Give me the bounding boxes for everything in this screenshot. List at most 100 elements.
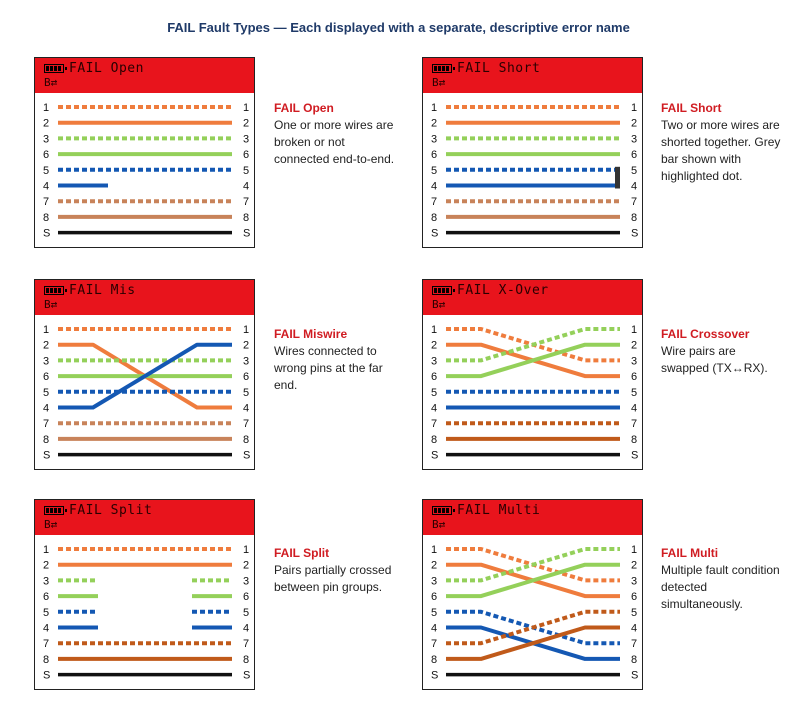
fault-text: One or more wires are broken or not conn… <box>274 118 395 166</box>
pin-label-left: 1 <box>43 102 49 114</box>
pin-label-right: 4 <box>243 181 249 193</box>
pin-label-right: 7 <box>243 196 249 208</box>
panel-header-sub: B⇄ <box>432 298 446 311</box>
pin-label-right: 2 <box>243 560 249 572</box>
pin-label-left: S <box>431 228 438 240</box>
pin-label-right: 5 <box>243 607 249 619</box>
wire-4 <box>58 342 232 410</box>
pin-label-left: S <box>43 228 50 240</box>
pin-label-left: 5 <box>431 607 437 619</box>
pin-label-left: 3 <box>431 575 437 587</box>
panel-multi-description: FAIL Multi Multiple fault condition dete… <box>661 545 786 613</box>
pin-label-left: 5 <box>43 607 49 619</box>
panel-header: FAIL Multi B⇄ <box>423 500 642 535</box>
pin-label-left: 5 <box>43 165 49 177</box>
pin-label-left: 4 <box>431 181 437 193</box>
pin-label-right: 8 <box>243 654 249 666</box>
pin-label-right: 2 <box>243 118 249 130</box>
panel-header: FAIL Split B⇄ <box>35 500 254 535</box>
pin-label-left: 4 <box>43 181 49 193</box>
panel-header-title: FAIL Open <box>69 61 144 76</box>
pin-label-left: 1 <box>431 544 437 556</box>
pin-label-right: 8 <box>631 212 637 224</box>
pin-label-left: 7 <box>431 196 437 208</box>
battery-icon <box>44 286 67 295</box>
pin-label-right: 2 <box>243 340 249 352</box>
pin-label-right: 2 <box>631 560 637 572</box>
panel-xover: FAIL X-Over B⇄ 1 1 2 2 3 3 6 6 5 5 4 4 7 7 8 8 S S <box>422 279 643 470</box>
fault-text: Two or more wires are shorted together. … <box>661 118 781 183</box>
pin-label-right: 6 <box>631 371 637 383</box>
panel-header-sub: B⇄ <box>432 518 446 531</box>
pin-label-left: 8 <box>43 434 49 446</box>
pin-label-right: 4 <box>243 403 249 415</box>
pin-label-left: 2 <box>431 560 437 572</box>
pin-label-right: 5 <box>243 165 249 177</box>
wire-map: 1 1 2 2 3 3 6 6 5 5 4 4 7 7 8 8 S S <box>431 544 638 682</box>
panel-header-sub: B⇄ <box>44 76 58 89</box>
pin-label-right: 7 <box>631 196 637 208</box>
pin-label-right: 5 <box>631 387 637 399</box>
pin-label-right: S <box>631 670 638 682</box>
battery-icon <box>432 64 455 73</box>
pin-label-left: 5 <box>431 387 437 399</box>
pin-label-right: 8 <box>243 212 249 224</box>
pin-label-left: 4 <box>43 623 49 635</box>
pin-label-left: 8 <box>431 434 437 446</box>
pin-label-left: 7 <box>431 638 437 650</box>
pin-label-right: 6 <box>631 591 637 603</box>
pin-label-right: 6 <box>631 149 637 161</box>
pin-label-left: 8 <box>43 212 49 224</box>
pin-label-right: 3 <box>243 355 249 367</box>
panel-xover-description: FAIL Crossover Wire pairs are swapped (T… <box>661 326 786 377</box>
fault-title: FAIL Split <box>274 546 330 560</box>
pin-label-left: 6 <box>43 149 49 161</box>
pin-label-left: 7 <box>43 418 49 430</box>
short-indicator-bar <box>615 166 620 189</box>
pin-label-left: 7 <box>431 418 437 430</box>
fault-title: FAIL Short <box>661 101 722 115</box>
wire-map: 1 1 2 2 3 3 6 6 5 5 4 4 7 7 8 8 S S <box>431 102 638 240</box>
panel-header: FAIL X-Over B⇄ <box>423 280 642 315</box>
pin-label-right: S <box>243 228 250 240</box>
panel-header-sub: B⇄ <box>432 76 446 89</box>
panel-split: FAIL Split B⇄ 1 1 2 2 3 3 6 6 5 5 4 4 7 7 8 8 S S <box>34 499 255 690</box>
pin-label-left: 1 <box>43 324 49 336</box>
pin-label-left: 2 <box>43 560 49 572</box>
wire-map: 1 1 2 2 3 3 6 6 5 5 4 4 7 7 8 8 S S <box>43 102 250 240</box>
wire-6 <box>446 342 620 379</box>
pin-label-left: 6 <box>431 371 437 383</box>
pin-label-right: 5 <box>631 607 637 619</box>
pin-label-right: 1 <box>243 544 249 556</box>
pin-label-left: 1 <box>431 102 437 114</box>
pin-label-right: S <box>243 450 250 462</box>
battery-icon <box>432 506 455 515</box>
wire-6 <box>446 562 620 599</box>
pin-label-right: 7 <box>243 418 249 430</box>
pin-label-left: 5 <box>43 387 49 399</box>
panel-short: FAIL Short B⇄ 1 1 2 2 3 3 6 6 5 5 4 4 7 7 8 8 S S <box>422 57 643 248</box>
panel-header-sub: B⇄ <box>44 298 58 311</box>
panel-header-sub: B⇄ <box>44 518 58 531</box>
pin-label-left: 6 <box>431 149 437 161</box>
pin-label-right: 8 <box>243 434 249 446</box>
panel-open: FAIL Open B⇄ 1 1 2 2 3 3 6 6 5 5 4 4 7 7 8 8 S S <box>34 57 255 248</box>
pin-label-left: 3 <box>431 133 437 145</box>
panel-header-title: FAIL Multi <box>457 503 541 518</box>
fault-title: FAIL Open <box>274 101 334 115</box>
pin-label-right: 2 <box>631 340 637 352</box>
panel-header-title: FAIL X-Over <box>457 283 549 298</box>
pin-label-left: 1 <box>431 324 437 336</box>
pin-label-left: S <box>431 670 438 682</box>
pin-label-left: S <box>43 670 50 682</box>
panel-split-description: FAIL Split Pairs partially crossed betwe… <box>274 545 399 596</box>
pin-label-left: 6 <box>43 591 49 603</box>
battery-icon <box>432 286 455 295</box>
pin-label-right: 6 <box>243 371 249 383</box>
pin-label-left: 8 <box>431 212 437 224</box>
pin-label-left: 3 <box>43 133 49 145</box>
pin-label-left: 6 <box>431 591 437 603</box>
pin-label-right: 6 <box>243 149 249 161</box>
wire-map: 1 1 2 2 3 3 6 6 5 5 4 4 7 7 8 8 S S <box>431 324 638 462</box>
pin-label-left: 4 <box>431 623 437 635</box>
